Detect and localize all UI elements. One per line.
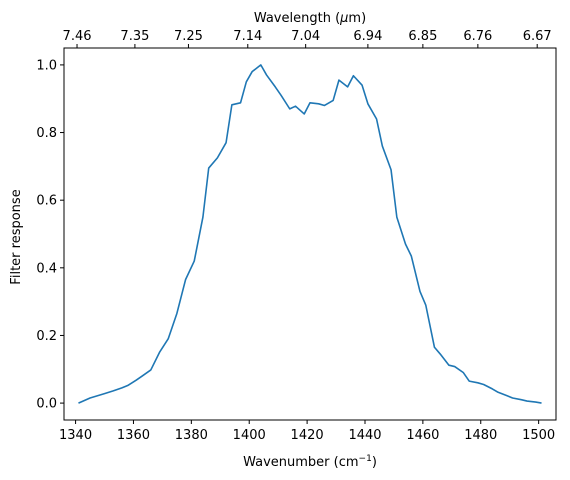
x-axis-label-close: ) bbox=[372, 455, 377, 470]
y-tick-label: 0.8 bbox=[36, 126, 57, 141]
tick-layer: 1340 1360 1380 1400 1420 1440 1460 1480 1500 0.0 0… bbox=[36, 29, 555, 443]
y-tick-label: 0.4 bbox=[36, 261, 57, 276]
plot-frame bbox=[63, 47, 557, 421]
top-x-tick-label: 6.76 bbox=[463, 29, 492, 44]
top-x-axis-label-rest: m) bbox=[348, 11, 366, 26]
x-axis-label: Wavenumber (cm−1) bbox=[243, 454, 377, 470]
x-tick-label: 1400 bbox=[233, 428, 266, 443]
y-tick-label: 0.2 bbox=[36, 329, 57, 344]
top-x-tick-label: 6.94 bbox=[353, 29, 382, 44]
x-tick-label: 1380 bbox=[175, 428, 208, 443]
top-x-tick-label: 6.67 bbox=[523, 29, 552, 44]
top-x-tick-label: 7.46 bbox=[63, 29, 92, 44]
top-x-tick-label: 7.35 bbox=[120, 29, 149, 44]
x-tick-label: 1480 bbox=[464, 428, 497, 443]
top-x-axis-label: Wavelength (μm) bbox=[254, 11, 366, 26]
top-x-tick-label: 7.25 bbox=[174, 29, 203, 44]
y-tick-label: 0.0 bbox=[36, 397, 57, 412]
x-tick-label: 1420 bbox=[291, 428, 324, 443]
y-tick-label: 1.0 bbox=[36, 58, 57, 73]
top-x-tick-label: 7.14 bbox=[233, 29, 262, 44]
x-tick-label: 1500 bbox=[522, 428, 555, 443]
y-axis-label: Filter response bbox=[9, 189, 24, 284]
x-axis-label-base: Wavenumber (cm bbox=[243, 455, 358, 470]
top-x-tick-label: 6.85 bbox=[408, 29, 437, 44]
top-x-axis-label-base: Wavelength ( bbox=[254, 11, 340, 26]
y-tick-label: 0.6 bbox=[36, 194, 57, 209]
x-axis-label-sup: −1 bbox=[359, 454, 372, 464]
plot-marks bbox=[78, 64, 542, 404]
x-tick-label: 1360 bbox=[117, 428, 150, 443]
top-x-tick-label: 7.04 bbox=[291, 29, 320, 44]
x-tick-label: 1340 bbox=[59, 428, 92, 443]
top-x-axis-label-mu: μ bbox=[339, 11, 348, 26]
series-line-1 bbox=[78, 64, 542, 404]
x-tick-label: 1460 bbox=[406, 428, 439, 443]
x-tick-label: 1440 bbox=[348, 428, 381, 443]
